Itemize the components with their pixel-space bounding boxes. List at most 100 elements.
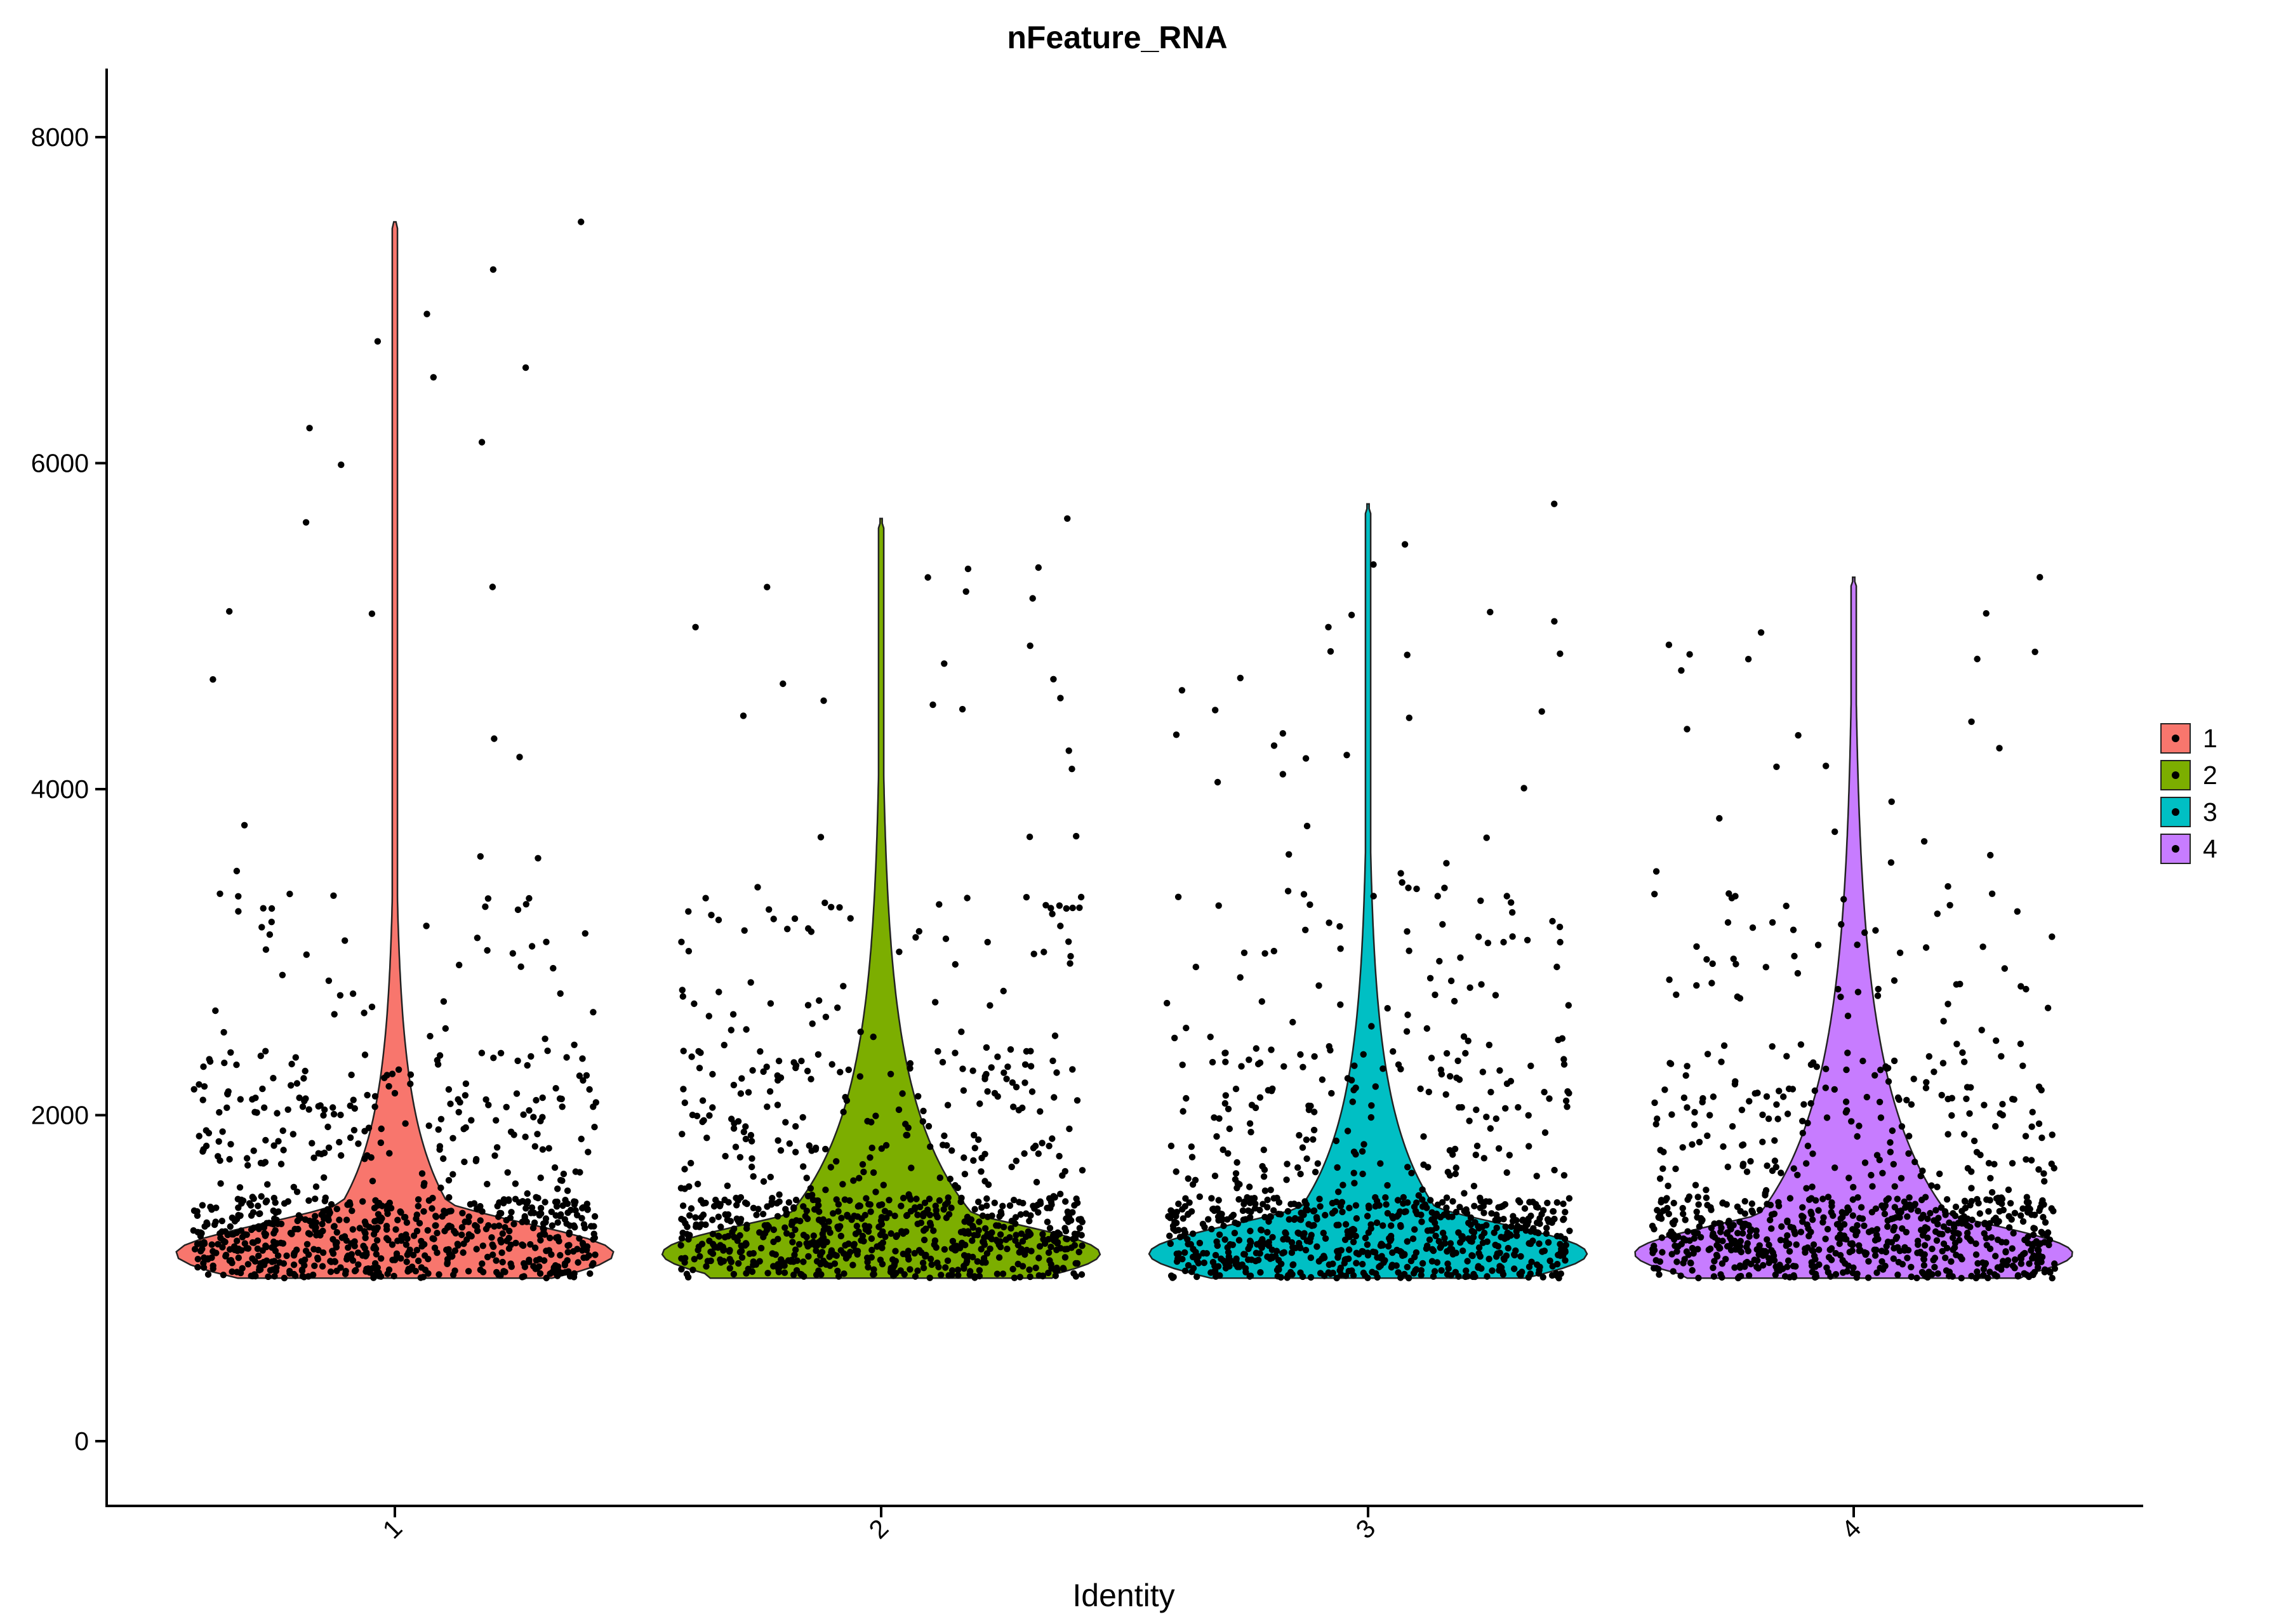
data-point [550, 964, 557, 972]
data-point [1915, 1241, 1922, 1248]
data-point [1844, 1049, 1851, 1056]
data-point [1885, 1078, 1892, 1085]
data-point [1000, 987, 1007, 995]
data-point [1873, 1226, 1881, 1233]
data-point [1181, 1229, 1189, 1237]
data-point [764, 1203, 771, 1210]
data-point [571, 1270, 578, 1277]
data-point [1302, 926, 1309, 934]
data-point [2011, 1209, 2019, 1217]
data-point [1853, 1274, 1860, 1281]
data-point [740, 712, 747, 719]
data-point [548, 1222, 556, 1229]
data-point [1056, 902, 1063, 909]
data-point [578, 1135, 585, 1143]
data-point [1809, 1247, 1816, 1254]
data-point [1729, 1123, 1736, 1130]
data-point [1018, 1230, 1025, 1237]
data-point [807, 1185, 814, 1192]
data-point [1690, 1250, 1697, 1257]
data-point [1071, 1242, 1079, 1249]
data-point [458, 1224, 466, 1231]
data-point [1560, 1172, 1568, 1179]
data-point [770, 915, 777, 922]
data-point [1335, 1221, 1342, 1228]
data-point [440, 998, 448, 1005]
data-point [774, 1261, 781, 1268]
data-point [1439, 1229, 1447, 1237]
data-point [249, 1239, 256, 1246]
data-point [1932, 1228, 1939, 1235]
data-point [1062, 1228, 1070, 1235]
data-point [243, 1155, 251, 1162]
data-point [194, 1263, 201, 1271]
data-point [907, 1266, 914, 1273]
data-point [1691, 1108, 1698, 1116]
data-point [1877, 1114, 1885, 1121]
data-point [319, 1263, 326, 1270]
data-point [1968, 1185, 1975, 1192]
data-point [2028, 1157, 2035, 1164]
data-point [227, 1223, 234, 1230]
data-point [470, 1200, 478, 1207]
data-point [764, 1221, 771, 1229]
data-point [954, 1267, 962, 1274]
data-point [816, 1252, 824, 1259]
data-point [1815, 1246, 1823, 1253]
data-point [227, 1049, 234, 1056]
data-point [283, 1252, 290, 1260]
data-point [1875, 985, 1882, 993]
data-point [1973, 1148, 1981, 1156]
data-point [826, 1253, 833, 1260]
data-point [1350, 1086, 1357, 1094]
data-point [1053, 1246, 1060, 1254]
data-point [679, 987, 686, 994]
data-point [402, 1241, 410, 1248]
data-point [1905, 1150, 1912, 1157]
data-point [286, 1270, 293, 1277]
data-point [1823, 1264, 1830, 1272]
data-point [1247, 1214, 1254, 1221]
data-point [1753, 1232, 1760, 1239]
data-point [1231, 1230, 1239, 1237]
data-point [199, 1096, 206, 1103]
data-point [221, 1060, 228, 1067]
data-point [373, 1227, 380, 1234]
data-point [2041, 1178, 2048, 1185]
data-point [1482, 1198, 1490, 1205]
data-point [472, 1157, 479, 1164]
data-point [695, 1180, 701, 1188]
data-point [592, 1251, 599, 1258]
data-point [738, 1242, 745, 1249]
data-point [1549, 917, 1556, 925]
data-point [945, 1272, 952, 1279]
data-point [1453, 1074, 1460, 1081]
data-point [1824, 1225, 1831, 1233]
data-point [1524, 936, 1531, 944]
data-point [211, 1221, 218, 1228]
data-point [1268, 1046, 1275, 1053]
data-point [1021, 1061, 1029, 1068]
data-point [371, 1260, 379, 1267]
data-point [1809, 1268, 1816, 1275]
data-point [216, 890, 223, 898]
data-point [1709, 960, 1716, 968]
data-point [270, 1075, 277, 1082]
data-point [1418, 1267, 1425, 1274]
data-point [1319, 1076, 1326, 1083]
data-point [1257, 1239, 1265, 1246]
data-point [770, 1226, 778, 1234]
x-tick-label: 3 [1350, 1514, 1381, 1545]
data-point [708, 912, 715, 919]
data-point [1173, 731, 1180, 738]
data-point [1248, 1256, 1255, 1263]
data-point [1762, 1249, 1770, 1256]
data-point [1708, 1206, 1715, 1213]
data-point [1261, 950, 1268, 957]
data-point [1171, 1034, 1178, 1042]
data-point [394, 1216, 401, 1223]
data-point [329, 1248, 336, 1255]
data-point [542, 1231, 548, 1238]
data-point [927, 1221, 934, 1229]
